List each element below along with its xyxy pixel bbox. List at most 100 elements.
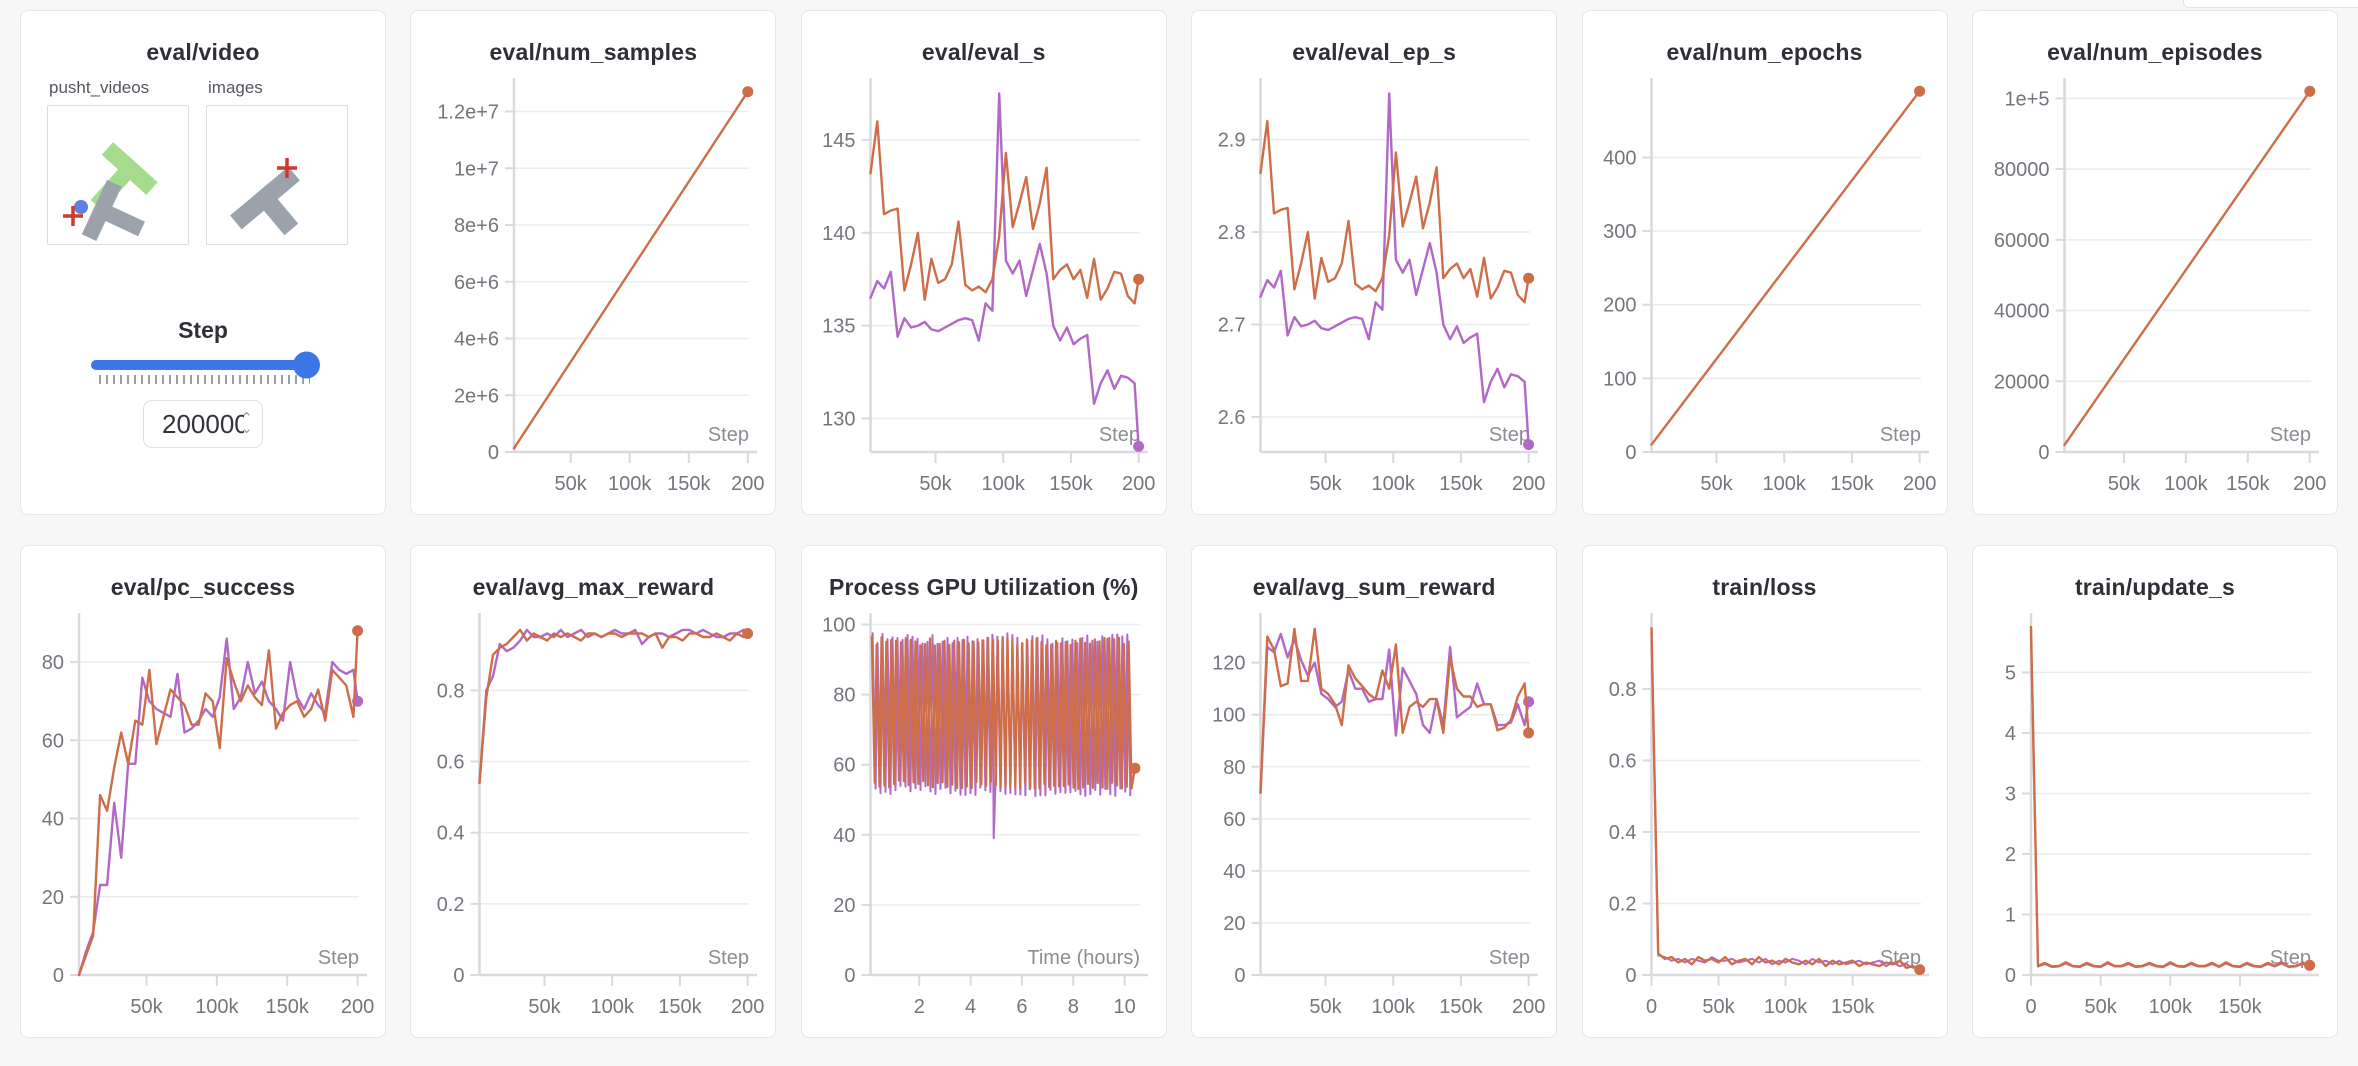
images-thumbnail[interactable]	[206, 105, 348, 245]
chart-eval-avg-sum-reward[interactable]: 0 20 40 60 80 100 120 50k 100k 150k 200 Step	[1192, 607, 1556, 1037]
chevron-down-icon[interactable]: ⌄	[240, 420, 253, 437]
svg-text:100k: 100k	[608, 473, 652, 495]
panel-eval-pc-success[interactable]: eval/pc_success 0 20 40 60 80 50k 100k 150k 200 S…	[20, 545, 386, 1038]
panel-eval-num-episodes[interactable]: eval/num_episodes 0 20000 40000 60000 80000 1…	[1971, 10, 2338, 515]
svg-text:1e+5: 1e+5	[2004, 88, 2049, 110]
step-spinner[interactable]: ⌃ ⌄	[240, 410, 253, 437]
svg-text:150k: 150k	[2218, 996, 2262, 1018]
step-slider-label: Step	[178, 317, 228, 343]
step-slider[interactable]	[90, 351, 320, 384]
svg-text:150k: 150k	[2226, 473, 2270, 495]
chart-title: eval/num_samples	[489, 39, 698, 65]
svg-text:2: 2	[913, 996, 924, 1018]
svg-text:200: 200	[1603, 295, 1636, 317]
svg-text:50k: 50k	[1700, 473, 1733, 495]
panel-grid: eval/video pusht_videos	[20, 10, 2338, 1038]
svg-text:60: 60	[833, 755, 855, 777]
svg-text:20000: 20000	[1994, 371, 2050, 393]
panel-eval-eval-s[interactable]: eval/eval_s 130 135 140 145 50k 100k 150k 200 St…	[800, 10, 1167, 515]
media-row: pusht_videos	[21, 78, 385, 245]
svg-text:20: 20	[1223, 913, 1245, 935]
svg-text:145: 145	[822, 130, 855, 152]
media-panel-title: eval/video	[146, 39, 260, 65]
panel-eval-num-epochs[interactable]: eval/num_epochs 0 100 200 300 400 50k 100k 150k…	[1581, 10, 1948, 515]
svg-text:150k: 150k	[1830, 996, 1874, 1018]
chart-eval-eval-s[interactable]: 130 135 140 145 50k 100k 150k 200 Step	[802, 72, 1166, 514]
svg-text:40000: 40000	[1994, 301, 2050, 323]
svg-text:4e+6: 4e+6	[454, 329, 499, 351]
agent-dot	[74, 200, 88, 214]
svg-text:50k: 50k	[2108, 473, 2141, 495]
svg-text:1: 1	[2005, 904, 2016, 926]
svg-text:40: 40	[833, 825, 855, 847]
svg-text:0: 0	[53, 965, 64, 987]
chart-title: eval/eval_ep_s	[1292, 39, 1457, 65]
step-input[interactable]	[162, 408, 244, 440]
chart-title: eval/num_epochs	[1666, 39, 1863, 65]
svg-text:150k: 150k	[1049, 473, 1093, 495]
panel-eval-num-samples[interactable]: eval/num_samples 0 2e+6 4e+6 6e+6 8e+6 1e+7 1.…	[410, 10, 777, 515]
svg-text:0: 0	[1235, 965, 1246, 987]
svg-text:8: 8	[1067, 996, 1078, 1018]
svg-text:150k: 150k	[659, 996, 703, 1018]
svg-text:50k: 50k	[130, 996, 163, 1018]
chart-eval-num-epochs[interactable]: 0 100 200 300 400 50k 100k 150k 200 Step	[1583, 72, 1947, 514]
svg-text:2e+6: 2e+6	[454, 385, 499, 407]
media-item-label: images	[208, 78, 263, 97]
svg-text:0: 0	[454, 965, 465, 987]
panel-eval-video[interactable]: eval/video pusht_videos	[20, 10, 386, 515]
media-item-pusht-videos[interactable]: pusht_videos	[47, 78, 189, 245]
svg-text:130: 130	[822, 409, 855, 431]
panel-eval-eval-ep-s[interactable]: eval/eval_ep_s 2.6 2.7 2.8 2.9 50k 100k 150k 20…	[1191, 10, 1558, 515]
step-input-box[interactable]: ⌃ ⌄	[143, 400, 263, 448]
pusht-env-image	[63, 142, 158, 241]
svg-text:50k: 50k	[1702, 996, 1735, 1018]
svg-text:60000: 60000	[1994, 230, 2050, 252]
chart-eval-num-episodes[interactable]: 0 20000 40000 60000 80000 1e+5 50k 100k 150k 200 S…	[1973, 72, 2337, 514]
chart-train-loss[interactable]: 0 0.2 0.4 0.6 0.8 0 50k 100k 150k Step	[1583, 607, 1947, 1037]
chart-eval-eval-ep-s[interactable]: 2.6 2.7 2.8 2.9 50k 100k 150k 200 Step	[1192, 72, 1556, 514]
chart-train-update-s[interactable]: 0 1 2 3 4 5 0 50k 100k 150k Step	[1973, 607, 2337, 1037]
panel-gpu-utilization[interactable]: Process GPU Utilization (%) 0 20 40 60 80 100…	[800, 545, 1167, 1038]
svg-text:400: 400	[1603, 147, 1636, 169]
svg-text:2.7: 2.7	[1218, 314, 1246, 336]
svg-text:60: 60	[42, 730, 64, 752]
chart-eval-num-samples[interactable]: 0 2e+6 4e+6 6e+6 8e+6 1e+7 1.2e+7 50k 100k 150k 20…	[411, 72, 775, 514]
svg-text:0: 0	[2025, 996, 2036, 1018]
chart-eval-pc-success[interactable]: 0 20 40 60 80 50k 100k 150k 200 Step	[21, 607, 385, 1037]
chart-title: Process GPU Utilization (%)	[828, 574, 1139, 600]
svg-text:100: 100	[1212, 705, 1245, 727]
svg-text:200: 200	[1512, 996, 1545, 1018]
svg-text:Step: Step	[1489, 424, 1530, 446]
chart-gpu-utilization[interactable]: 0 20 40 60 80 100 2 4 6 8 10 Time (hours)	[802, 607, 1166, 1037]
svg-text:200: 200	[341, 996, 374, 1018]
svg-text:0: 0	[844, 965, 855, 987]
svg-text:0.6: 0.6	[1608, 750, 1636, 772]
svg-text:50k: 50k	[1310, 473, 1343, 495]
svg-text:2.8: 2.8	[1218, 222, 1246, 244]
panel-eval-avg-sum-reward[interactable]: eval/avg_sum_reward 0 20 40 60 80 100 120 50k 10…	[1191, 545, 1558, 1038]
panel-train-loss[interactable]: train/loss 0 0.2 0.4 0.6 0.8 0 50k 100k 150k Step	[1581, 545, 1948, 1038]
gray-t-shape	[230, 166, 300, 236]
chevron-up-icon[interactable]: ⌃	[240, 410, 253, 427]
chart-eval-avg-max-reward[interactable]: 0 0.2 0.4 0.6 0.8 50k 100k 150k 200 Step	[411, 607, 775, 1037]
svg-text:80000: 80000	[1994, 159, 2050, 181]
slider-thumb[interactable]	[292, 351, 320, 379]
slider-track[interactable]	[90, 351, 320, 379]
svg-text:150k: 150k	[266, 996, 310, 1018]
svg-text:50k: 50k	[919, 473, 952, 495]
step-section: Step ⌃ ⌄	[21, 317, 385, 448]
chart-title: eval/pc_success	[110, 574, 296, 600]
panel-train-update-s[interactable]: train/update_s 0 1 2 3 4 5 0 50k 100k 150k Step	[1971, 545, 2338, 1038]
svg-text:Step: Step	[1099, 424, 1140, 446]
svg-text:150k: 150k	[1439, 996, 1483, 1018]
pusht-env-image	[230, 158, 300, 236]
media-item-images[interactable]: images	[206, 78, 348, 245]
svg-text:40: 40	[42, 809, 64, 831]
svg-text:0.6: 0.6	[437, 752, 465, 774]
pusht-video-thumbnail[interactable]	[47, 105, 189, 245]
svg-text:120: 120	[1212, 653, 1245, 675]
svg-text:Step: Step	[2270, 424, 2311, 446]
svg-text:140: 140	[822, 223, 855, 245]
panel-eval-avg-max-reward[interactable]: eval/avg_max_reward 0 0.2 0.4 0.6 0.8 50k 100k…	[410, 545, 777, 1038]
